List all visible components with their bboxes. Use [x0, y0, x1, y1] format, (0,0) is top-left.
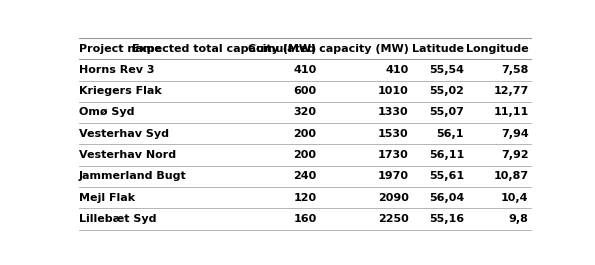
Text: 55,61: 55,61	[429, 171, 464, 181]
Text: 600: 600	[293, 86, 317, 96]
Text: Longitude: Longitude	[466, 43, 528, 54]
Text: Project name: Project name	[79, 43, 162, 54]
Text: 55,07: 55,07	[429, 107, 464, 117]
Text: 160: 160	[293, 214, 317, 224]
Text: Latitude: Latitude	[412, 43, 464, 54]
Text: 55,16: 55,16	[429, 214, 464, 224]
Text: 200: 200	[293, 150, 317, 160]
Text: Vesterhav Syd: Vesterhav Syd	[79, 129, 169, 139]
Text: 410: 410	[386, 65, 409, 75]
Text: 1010: 1010	[378, 86, 409, 96]
Text: 320: 320	[293, 107, 317, 117]
Text: 55,54: 55,54	[429, 65, 464, 75]
Text: Kriegers Flak: Kriegers Flak	[79, 86, 162, 96]
Text: Lillebæt Syd: Lillebæt Syd	[79, 214, 156, 224]
Text: Cumulated capacity (MW): Cumulated capacity (MW)	[248, 43, 409, 54]
Text: Omø Syd: Omø Syd	[79, 107, 134, 117]
Text: 1330: 1330	[378, 107, 409, 117]
Text: 9,8: 9,8	[509, 214, 528, 224]
Text: 120: 120	[293, 193, 317, 203]
Text: Expected total capacity (MW): Expected total capacity (MW)	[132, 43, 317, 54]
Text: 10,87: 10,87	[493, 171, 528, 181]
Text: Horns Rev 3: Horns Rev 3	[79, 65, 155, 75]
Text: 55,02: 55,02	[429, 86, 464, 96]
Text: 7,58: 7,58	[501, 65, 528, 75]
Text: 410: 410	[293, 65, 317, 75]
Text: 56,1: 56,1	[437, 129, 464, 139]
Text: 10,4: 10,4	[501, 193, 528, 203]
Text: 56,04: 56,04	[429, 193, 464, 203]
Text: Jammerland Bugt: Jammerland Bugt	[79, 171, 187, 181]
Text: Vesterhav Nord: Vesterhav Nord	[79, 150, 176, 160]
Text: 56,11: 56,11	[429, 150, 464, 160]
Text: 11,11: 11,11	[493, 107, 528, 117]
Text: 2090: 2090	[378, 193, 409, 203]
Text: 7,94: 7,94	[501, 129, 528, 139]
Text: 200: 200	[293, 129, 317, 139]
Text: Mejl Flak: Mejl Flak	[79, 193, 135, 203]
Text: 12,77: 12,77	[493, 86, 528, 96]
Text: 2250: 2250	[378, 214, 409, 224]
Text: 1970: 1970	[378, 171, 409, 181]
Text: 240: 240	[293, 171, 317, 181]
Text: 7,92: 7,92	[501, 150, 528, 160]
Text: 1530: 1530	[378, 129, 409, 139]
Text: 1730: 1730	[378, 150, 409, 160]
